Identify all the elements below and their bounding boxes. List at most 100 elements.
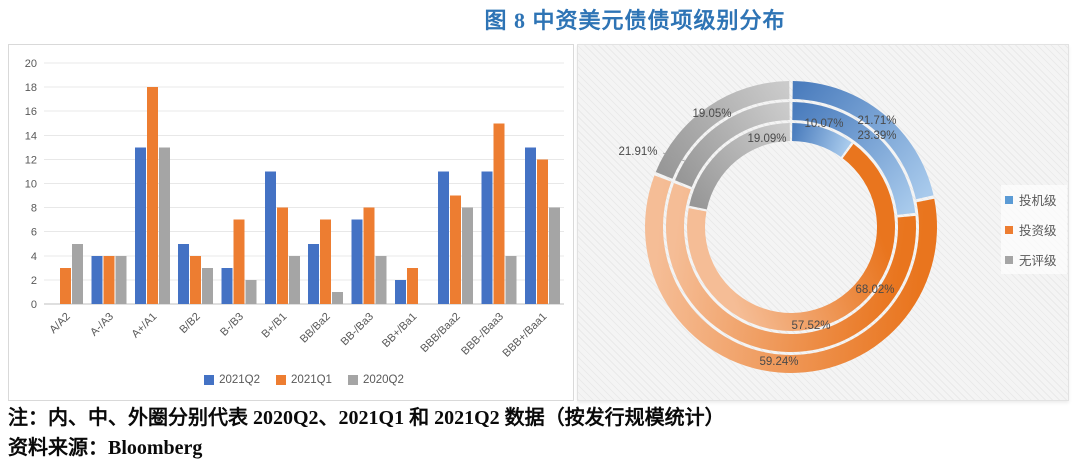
figure-notes: 注：内、中、外圈分别代表 2020Q2、2021Q1 和 2021Q2 数据（按… [8,403,1072,463]
bar-2021Q1-BBB+/Baa1 [536,159,548,304]
bar-2021Q1-BB+/Ba1 [406,267,418,304]
donut-label-2021Q2-投资级: 59.24% [759,356,799,368]
donut-segment-2020Q2-无评级 [689,123,790,210]
bar-2020Q2-A-/A3 [115,255,127,304]
x-category-label: B+/B1 [260,311,290,341]
bar-2020Q2-A+/A1 [158,147,170,304]
y-tick-label: 2 [31,275,37,287]
donut-legend-label: 投机级 [1019,194,1057,208]
bar-2021Q1-A/A2 [60,267,72,304]
donut-legend-swatch [1005,195,1013,204]
legend-label: 2021Q2 [219,374,261,386]
bar-2021Q1-BBB-/Baa3 [493,123,505,304]
x-category-label: BBB+/Baa1 [501,311,550,360]
figure-note: 注：内、中、外圈分别代表 2020Q2、2021Q1 和 2021Q2 数据（按… [8,407,725,429]
y-tick-label: 16 [25,106,37,118]
x-category-label: BB/Ba2 [298,311,333,346]
y-tick-label: 0 [31,299,37,311]
donut-label-2021Q1-投机级: 23.39% [857,130,897,142]
donut-chart-panel: 10.07% 68.02% 21.91% 23.39% 57.52% 19.09% 21.7… [577,44,1069,401]
donut-label-2021Q1-投资级: 57.52% [791,320,831,332]
donut-label-2020Q2-投资级: 68.02% [855,284,895,296]
legend-item-2021Q1: 2021Q1 [276,374,332,386]
bar-2021Q2-BB-/Ba3 [351,219,363,304]
donut-label-2020Q2-投机级: 10.07% [804,118,844,130]
bar-2021Q1-BBB/Baa2 [450,195,462,304]
bar-2021Q1-B/B2 [190,255,202,304]
legend-item-2020Q2: 2020Q2 [347,374,404,386]
bar-2021Q2-B-/B3 [221,267,233,304]
bar-2021Q2-BBB-/Baa3 [481,171,493,304]
donut-legend: 投机级 投资级 无评级 [1001,185,1067,274]
bar-2021Q1-BB/Ba2 [320,219,332,304]
donut-segment-2021Q1-投机级 [792,102,916,215]
donut-legend-item-投机级: 投机级 [1005,190,1063,209]
bar-2020Q2-A/A2 [72,243,84,304]
donut-legend-label: 无评级 [1019,254,1057,268]
bar-2021Q2-BBB+/Baa1 [524,147,536,304]
bar-2021Q2-B+/B1 [264,171,276,304]
bar-chart: 0 2 4 6 8 10 12 14 16 18 20 A/A2 A-/A3 A+/A1 B/B2 B-/B3… [25,58,564,360]
legend-label: 2020Q2 [362,374,404,386]
donut-segment-2020Q2-投机级 [792,123,852,158]
donut-chart [645,81,937,373]
y-tick-label: 10 [25,179,37,191]
donut-segment-2021Q2-无评级 [655,81,790,179]
x-category-label: B-/B3 [218,311,246,339]
x-category-label: A/A2 [47,311,72,336]
donut-legend-item-无评级: 无评级 [1005,250,1063,269]
donut-segment-2021Q1-无评级 [675,102,790,187]
bar-2020Q2-BBB+/Baa1 [548,207,560,304]
bar-2021Q2-BB+/Ba1 [394,279,406,304]
bar-2021Q2-BB/Ba2 [308,243,320,304]
y-tick-label: 12 [25,154,37,166]
y-tick-label: 20 [25,58,37,70]
bar-2020Q2-BBB/Baa2 [462,207,474,304]
bar-2021Q2-BBB/Baa2 [438,171,450,304]
legend-swatch-2021Q2 [204,375,215,385]
y-tick-label: 8 [31,203,37,215]
bar-2020Q2-B+/B1 [288,255,300,304]
donut-segment-2021Q2-投机级 [792,81,934,200]
bar-2020Q2-BB-/Ba3 [375,255,387,304]
donut-legend-item-投资级: 投资级 [1005,220,1063,239]
y-tick-label: 4 [31,251,37,263]
x-category-label: BB-/Ba3 [339,311,376,348]
x-category-label: BBB/Baa2 [418,311,462,355]
bar-2020Q2-B-/B3 [245,279,257,304]
bar-2020Q2-BB/Ba2 [332,291,344,304]
bar-2021Q2-A-/A3 [91,255,103,304]
source-note: 资料来源：Bloomberg [8,437,203,459]
label-leader-line [662,152,691,164]
y-tick-label: 18 [25,82,37,94]
legend-label: 2021Q1 [291,374,332,386]
x-category-label: A-/A3 [88,311,116,339]
legend-swatch-2021Q1 [276,375,287,385]
bar-chart-panel: 0 2 4 6 8 10 12 14 16 18 20 A/A2 A-/A3 A+/A1 B/B2 B-/B3… [8,44,574,401]
donut-legend-swatch [1005,225,1013,234]
bar-2020Q2-B/B2 [202,267,214,304]
donut-legend-swatch [1005,255,1013,264]
x-category-label: A+/A1 [130,311,160,341]
bar-2021Q1-BB-/Ba3 [363,207,375,304]
donut-label-2021Q1-无评级: 19.09% [747,133,787,145]
figure-title: 图 8 中资美元债债项级别分布 [484,8,786,33]
y-tick-label: 14 [25,130,37,142]
bar-2021Q2-B/B2 [178,243,190,304]
donut-label-2021Q2-无评级: 19.05% [692,108,732,120]
donut-label-2020Q2-无评级: 21.91% [618,146,658,158]
y-tick-label: 6 [31,227,37,239]
bar-2021Q2-A+/A1 [134,147,146,304]
x-category-label: B/B2 [177,311,202,336]
bar-2021Q1-A+/A1 [146,87,158,304]
bar-2021Q1-A-/A3 [103,255,115,304]
bar-2021Q1-B-/B3 [233,219,245,304]
bar-2020Q2-BBB-/Baa3 [505,255,517,304]
x-category-label: BB+/Ba1 [380,311,419,350]
bar-chart-legend: 2021Q2 2021Q1 2020Q2 [44,371,564,389]
x-category-label: BBB-/Baa3 [459,311,506,358]
donut-legend-label: 投资级 [1019,224,1057,238]
bar-2021Q1-B+/B1 [276,207,288,304]
donut-label-2021Q2-投机级: 21.71% [857,115,897,127]
legend-swatch-2020Q2 [347,375,358,385]
